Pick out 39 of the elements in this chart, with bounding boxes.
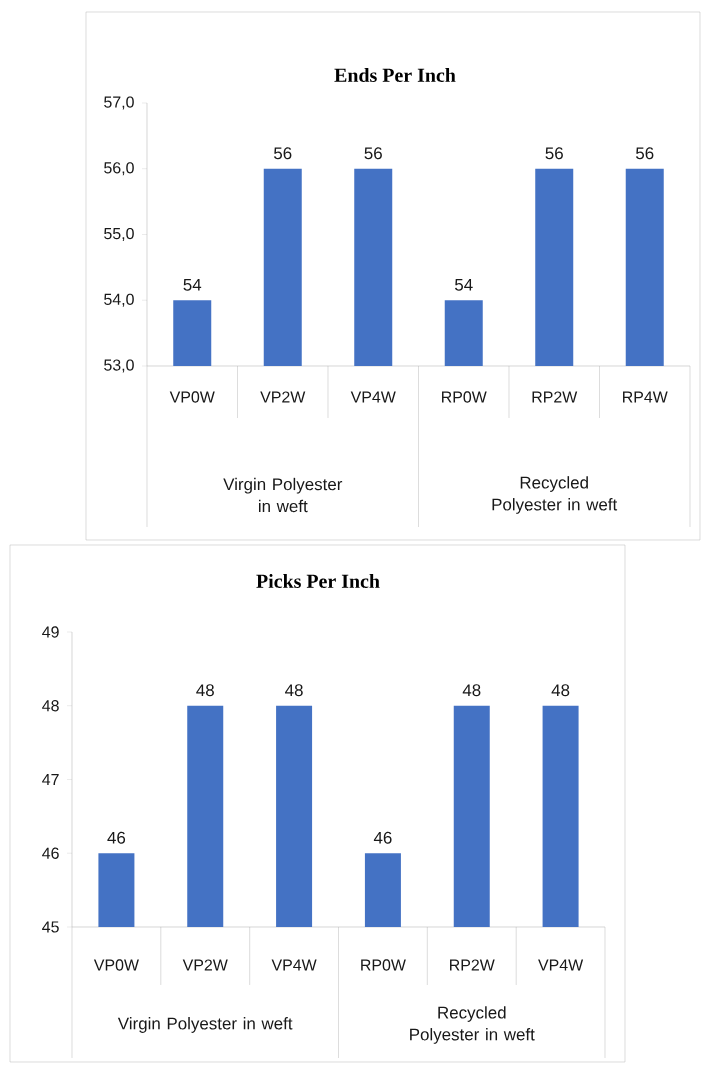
data-label: 48 — [551, 684, 570, 697]
x-tick-label: VP4W — [271, 959, 317, 971]
chart-title: Ends Per Inch — [334, 67, 456, 82]
y-tick-label: 45 — [42, 921, 59, 933]
text: Virgin Polyester in weft — [117, 1017, 293, 1033]
x-tick-label: RP0W — [361, 959, 406, 971]
data-label: 46 — [373, 831, 392, 844]
data-label: 56 — [636, 147, 654, 160]
data-label: 56 — [274, 147, 292, 160]
y-tick-label: 48 — [42, 700, 59, 712]
y-tick-label: 57,0 — [104, 96, 134, 110]
data-label: 56 — [364, 147, 382, 160]
y-tick-label: 46 — [42, 847, 59, 859]
x-tick-label: RP0W — [442, 391, 487, 403]
data-label: 48 — [462, 684, 481, 697]
text: Recycled Polyester in weft — [410, 1006, 535, 1044]
y-tick-label: 47 — [42, 774, 59, 785]
data-label: 56 — [545, 147, 563, 160]
y-tick-label: 49 — [42, 626, 59, 638]
x-tick-label: VP4W — [538, 959, 584, 971]
data-label: 54 — [455, 278, 473, 291]
y-tick-label: 54,0 — [104, 293, 134, 307]
y-tick-label: 55,0 — [104, 227, 134, 242]
x-tick-label: RP2W — [450, 959, 495, 971]
x-tick-label: VP0W — [169, 391, 215, 403]
text: Recycled Polyester in weft — [492, 476, 618, 514]
data-label: 48 — [285, 684, 303, 697]
x-tick-label: VP0W — [93, 959, 139, 971]
x-tick-label: VP2W — [260, 391, 306, 403]
chart-title: Picks Per Inch — [256, 573, 380, 588]
x-tick-label: VP2W — [182, 959, 228, 971]
y-tick-label: 53,0 — [104, 359, 134, 373]
x-tick-label: RP2W — [532, 391, 578, 403]
x-tick-label: VP4W — [350, 391, 396, 403]
text: Virgin Polyester in weft — [223, 477, 343, 513]
data-label: 54 — [183, 278, 202, 291]
y-tick-label: 56,0 — [104, 162, 134, 176]
data-label: 48 — [196, 684, 214, 697]
x-tick-label: RP4W — [623, 391, 668, 403]
